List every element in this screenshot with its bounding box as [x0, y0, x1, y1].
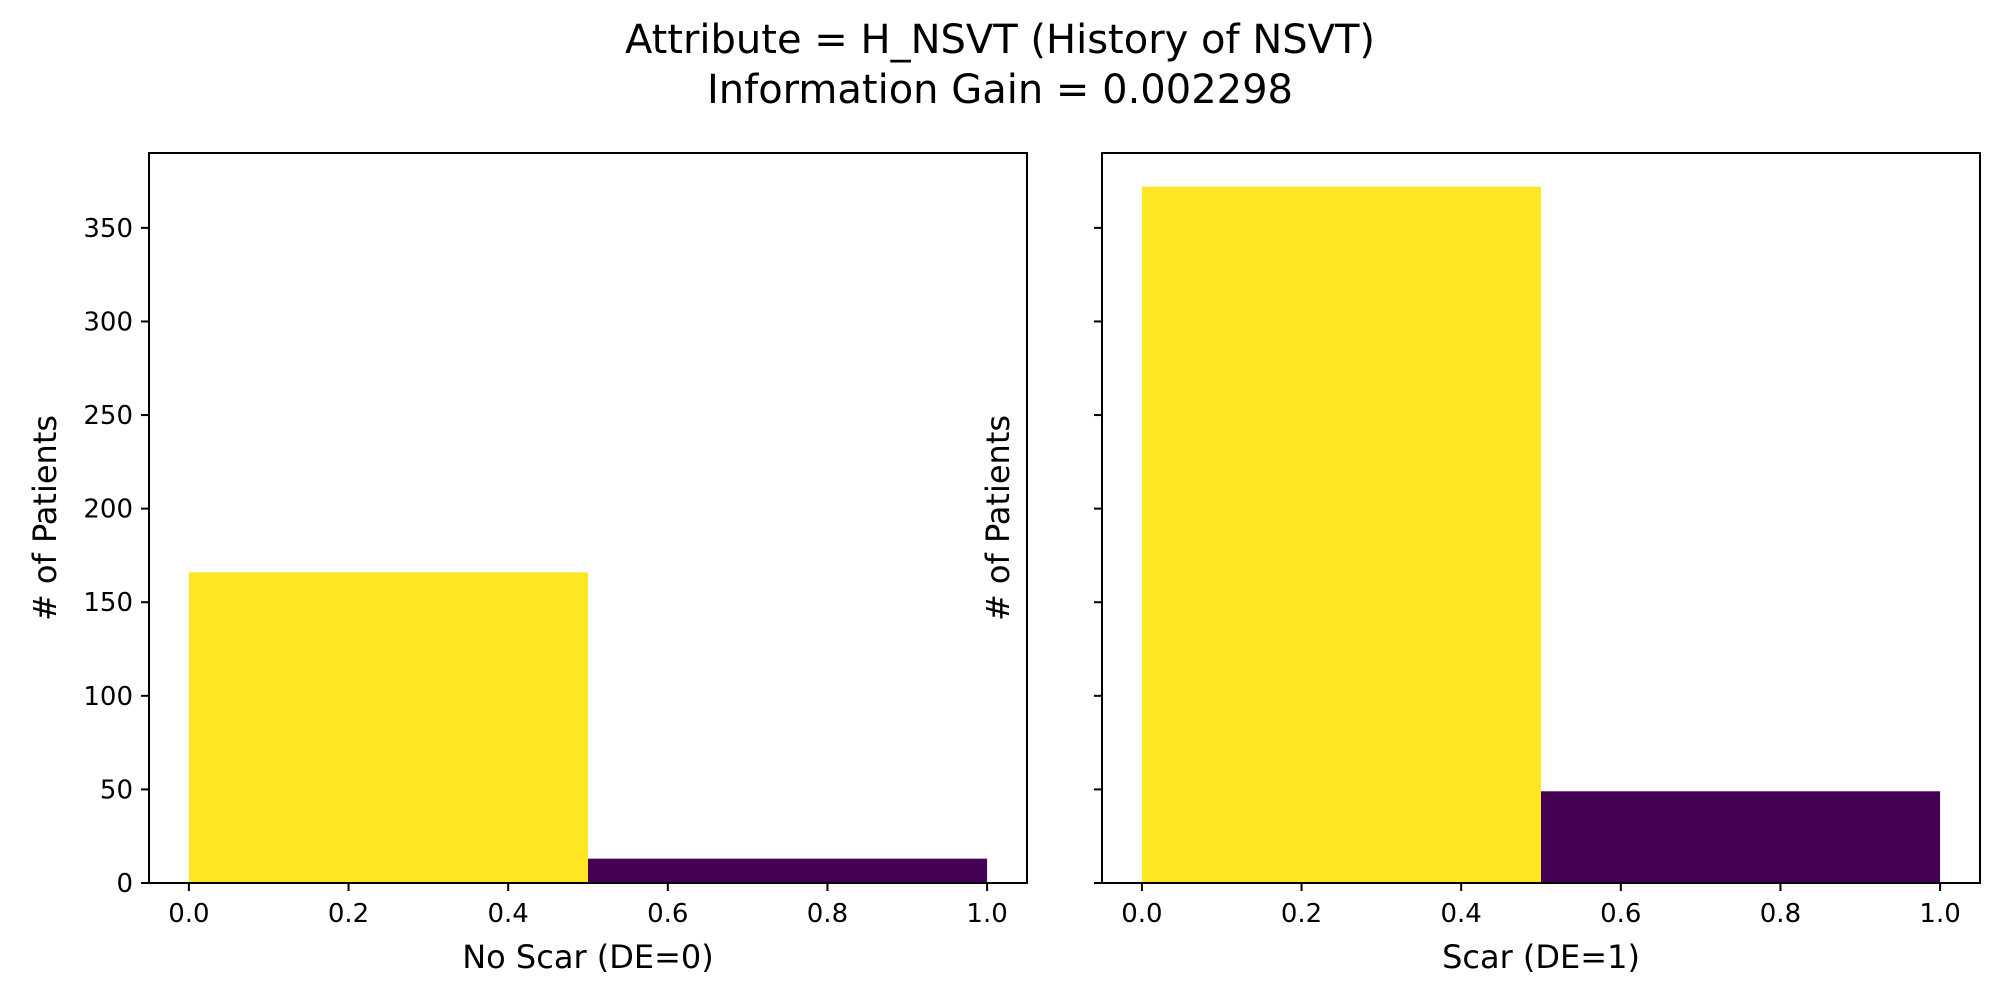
subplot-2: 0.0 0.2 0.4 0.6 0.8 1.0 Scar (DE=1) # of Patien… — [979, 152, 1981, 976]
x-tick-label: 0.2 — [328, 899, 369, 929]
y-tick-label: 350 — [83, 214, 133, 244]
x-tick-label: 0.8 — [1760, 899, 1801, 929]
y-tick-label: 200 — [83, 495, 133, 525]
x-tick-label: 0.4 — [1441, 899, 1482, 929]
y-tick-label: 50 — [100, 775, 133, 805]
x-axis-label: Scar (DE=1) — [1442, 938, 1640, 976]
x-axis-label: No Scar (DE=0) — [462, 938, 714, 976]
y-axis-label: # of Patients — [26, 415, 64, 621]
bar-2 — [1541, 791, 1941, 883]
x-tick-label: 0.0 — [1121, 899, 1162, 929]
axes-frame — [1101, 152, 1981, 884]
subplot-1: 0.0 0.2 0.4 0.6 0.8 1.0 0 50 100 150 200 250 300 350 N… — [26, 152, 1028, 976]
x-tick-label: 0.2 — [1281, 899, 1322, 929]
figure-title: Attribute = H_NSVT (History of NSVT) — [624, 17, 1376, 63]
bar-1 — [188, 572, 588, 883]
x-tick-label: 1.0 — [1919, 899, 1960, 929]
y-tick-label: 150 — [83, 588, 133, 618]
y-axis-label: # of Patients — [979, 415, 1017, 621]
x-tick-label: 0.6 — [647, 899, 688, 929]
y-tick-label: 100 — [83, 682, 133, 712]
figure-subtitle: Information Gain = 0.002298 — [706, 67, 1294, 113]
x-tick-label: 0.8 — [807, 899, 848, 929]
y-tick-label: 250 — [83, 401, 133, 431]
axes-frame — [148, 152, 1028, 884]
y-tick-label: 300 — [83, 307, 133, 337]
x-tick-label: 1.0 — [966, 899, 1007, 929]
bar-2 — [588, 858, 988, 883]
x-tick-label: 0.6 — [1600, 899, 1641, 929]
x-tick-label: 0.4 — [488, 899, 529, 929]
y-tick-label: 0 — [116, 869, 133, 899]
bar-1 — [1141, 186, 1541, 883]
x-tick-label: 0.0 — [168, 899, 209, 929]
